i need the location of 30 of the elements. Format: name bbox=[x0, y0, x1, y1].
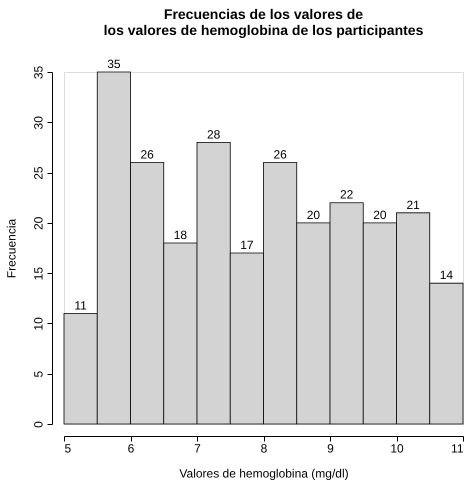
data-label: 20 bbox=[373, 208, 387, 222]
data-label: 22 bbox=[340, 188, 354, 202]
x-tick-label: 7 bbox=[194, 442, 202, 456]
y-tick-label: 30 bbox=[32, 116, 46, 130]
x-tick-label: 11 bbox=[451, 442, 464, 456]
x-tick-label: 9 bbox=[327, 442, 334, 456]
chart-title: Frecuencias de los valores de los valores de hemoglobina de los participantes bbox=[104, 6, 424, 38]
x-tick-label: 6 bbox=[128, 442, 135, 456]
y-tick-label: 10 bbox=[32, 316, 46, 331]
y-tick-label: 0 bbox=[32, 420, 46, 428]
data-label: 26 bbox=[273, 148, 288, 162]
y-tick-label: 25 bbox=[32, 166, 46, 180]
data-label: 18 bbox=[174, 228, 188, 242]
y-tick-label: 20 bbox=[32, 216, 46, 230]
x-axis-title: Valores de hemoglobina (mg/dl) bbox=[179, 466, 349, 480]
x-tick-label: 5 bbox=[64, 442, 72, 456]
y-tick-label: 5 bbox=[32, 370, 46, 378]
x-tick-label: 8 bbox=[260, 442, 268, 456]
y-tick-label: 15 bbox=[32, 266, 46, 280]
data-label: 35 bbox=[107, 57, 121, 71]
y-tick-label: 35 bbox=[32, 66, 46, 80]
data-label: 17 bbox=[240, 238, 254, 252]
data-label: 21 bbox=[406, 198, 420, 212]
data-label: 11 bbox=[74, 298, 88, 312]
data-label: 20 bbox=[306, 208, 320, 222]
data-label: 26 bbox=[140, 148, 154, 162]
y-axis-title: Frecuencia bbox=[4, 218, 18, 278]
data-label: 28 bbox=[206, 127, 221, 142]
data-label: 14 bbox=[440, 268, 454, 282]
x-tick-label: 10 bbox=[390, 442, 404, 456]
